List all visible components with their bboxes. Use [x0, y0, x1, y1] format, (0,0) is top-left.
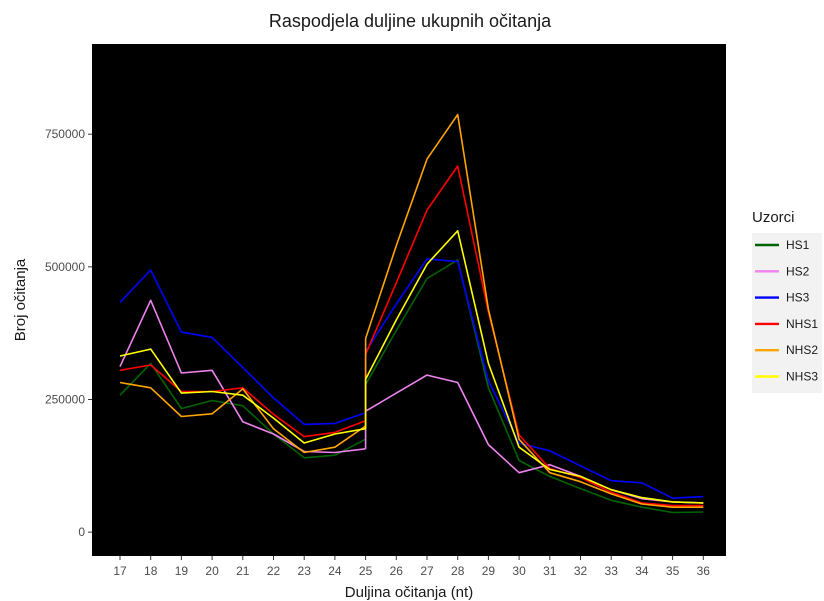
- x-tick-label: 34: [635, 564, 649, 578]
- x-axis-title: Duljina očitanja (nt): [345, 584, 473, 601]
- legend-title: Uzorci: [752, 209, 795, 226]
- plot-panel: [92, 44, 726, 556]
- chart-title: Raspodjela duljine ukupnih očitanja: [269, 11, 552, 31]
- x-tick-label: 28: [451, 564, 465, 578]
- x-tick-label: 18: [144, 564, 158, 578]
- legend-label-nhs3: NHS3: [786, 370, 818, 384]
- y-tick-label: 250000: [45, 392, 85, 406]
- legend: Uzorci HS1 HS2 HS3 NHS1 NHS2 NHS3: [752, 209, 822, 393]
- y-tick-label: 0: [78, 525, 85, 539]
- y-tick-label: 500000: [45, 260, 85, 274]
- legend-label-hs3: HS3: [786, 291, 810, 305]
- x-tick-label: 22: [267, 564, 281, 578]
- y-axis: 0 250000 500000 750000: [45, 127, 92, 539]
- x-tick-label: 36: [697, 564, 711, 578]
- x-tick-label: 20: [205, 564, 219, 578]
- legend-label-nhs1: NHS1: [786, 317, 818, 331]
- x-axis: 17 18 19 20 21 22 23 24 25 26 27 28 29 30 31 32 33 34 35 36: [113, 556, 710, 578]
- x-tick-label: 23: [298, 564, 312, 578]
- x-tick-label: 17: [113, 564, 127, 578]
- x-tick-label: 19: [175, 564, 189, 578]
- x-tick-label: 32: [574, 564, 588, 578]
- x-tick-label: 25: [359, 564, 373, 578]
- legend-label-nhs2: NHS2: [786, 343, 818, 357]
- x-tick-label: 35: [666, 564, 680, 578]
- x-tick-label: 27: [420, 564, 434, 578]
- x-tick-label: 30: [512, 564, 526, 578]
- x-tick-label: 33: [605, 564, 619, 578]
- x-tick-label: 29: [482, 564, 496, 578]
- y-tick-label: 750000: [45, 127, 85, 141]
- legend-label-hs1: HS1: [786, 238, 810, 252]
- x-tick-label: 26: [390, 564, 404, 578]
- x-tick-label: 24: [328, 564, 342, 578]
- y-axis-title: Broj očitanja: [12, 258, 29, 341]
- legend-label-hs2: HS2: [786, 264, 810, 278]
- x-tick-label: 31: [543, 564, 557, 578]
- x-tick-label: 21: [236, 564, 250, 578]
